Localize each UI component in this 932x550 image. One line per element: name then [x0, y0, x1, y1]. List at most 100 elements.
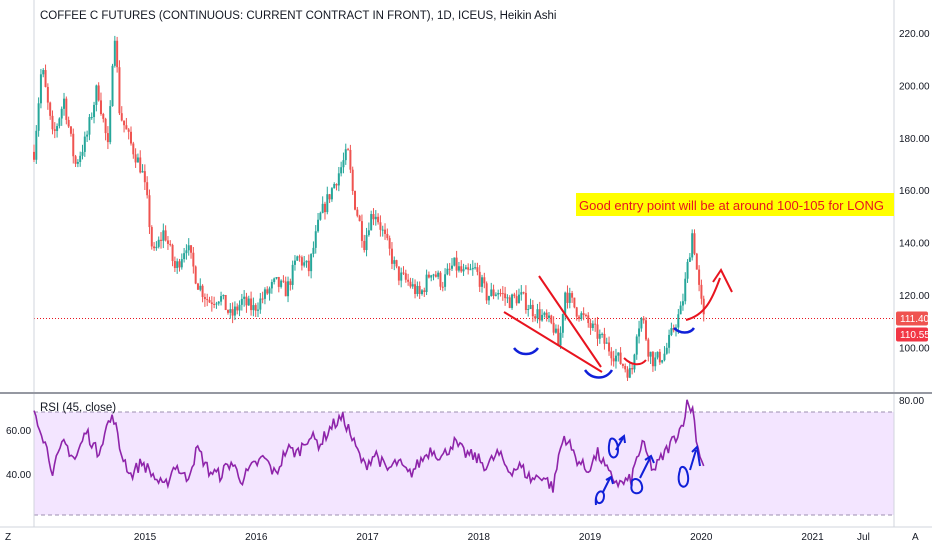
candle — [677, 314, 680, 328]
candle — [367, 230, 370, 236]
candle — [476, 267, 479, 272]
candle — [681, 301, 684, 306]
candle — [298, 256, 301, 258]
candle — [284, 281, 287, 297]
candle — [635, 336, 638, 355]
price-axis-ticks: 220.00 200.00 180.00 160.00 140.00 120.00 100.… — [899, 29, 930, 407]
candle — [49, 102, 52, 116]
candle — [642, 318, 645, 321]
candle — [123, 120, 126, 126]
candle — [395, 260, 398, 267]
svg-text:110.55: 110.55 — [900, 330, 930, 341]
candle — [358, 215, 361, 222]
candle — [74, 156, 77, 164]
candle — [661, 360, 664, 363]
rsi-line — [33, 399, 705, 493]
candle — [344, 149, 347, 161]
candle — [621, 364, 624, 366]
candle — [444, 274, 447, 287]
candle — [252, 305, 255, 311]
candle — [580, 313, 583, 319]
auto-scale-icon[interactable]: A — [912, 532, 919, 543]
candle — [102, 113, 105, 119]
candle — [663, 353, 666, 361]
candle — [171, 245, 174, 262]
blue-arc-2 — [583, 369, 614, 379]
candle — [501, 293, 504, 295]
candle — [513, 294, 516, 297]
candle — [166, 240, 169, 244]
candle — [481, 277, 484, 287]
candle — [229, 309, 232, 313]
candle — [240, 298, 243, 305]
candle — [312, 247, 315, 254]
candle — [129, 131, 132, 144]
candle — [508, 297, 511, 308]
candle — [381, 229, 384, 231]
candle — [157, 239, 160, 247]
candle — [605, 342, 608, 344]
candle — [492, 289, 495, 296]
candle — [356, 209, 359, 216]
candle — [360, 221, 363, 241]
candle — [527, 308, 530, 311]
timezone-icon[interactable]: Z — [5, 532, 11, 543]
rsi-axis-ticks: 60.00 40.00 — [6, 426, 31, 481]
candle — [698, 269, 701, 285]
candle — [162, 230, 165, 241]
candle — [99, 100, 102, 114]
candle — [314, 231, 317, 248]
candle — [515, 296, 518, 304]
candle — [434, 274, 437, 277]
candle — [656, 351, 659, 358]
blue-arc-1 — [513, 347, 539, 356]
candle — [372, 214, 375, 220]
candle — [566, 292, 569, 303]
candle — [63, 98, 66, 109]
candle — [573, 297, 576, 308]
candle — [448, 268, 451, 270]
candle — [60, 108, 63, 119]
time-tick-label: 2019 — [579, 532, 602, 543]
candle — [439, 272, 442, 287]
candle — [702, 298, 705, 315]
candle — [554, 328, 557, 333]
candle — [603, 333, 606, 344]
price-tick-label: 200.00 — [899, 81, 930, 92]
candle — [407, 279, 410, 282]
candle — [93, 104, 96, 118]
candle — [37, 103, 40, 131]
candle — [564, 292, 567, 315]
rsi-tick-label: 40.00 — [6, 470, 31, 481]
candle — [270, 282, 273, 289]
candle — [596, 324, 599, 339]
candle — [695, 253, 698, 270]
candle — [446, 268, 449, 275]
candle — [506, 297, 509, 299]
time-tick-label: 2021 — [801, 532, 824, 543]
candle — [203, 296, 206, 300]
candle — [487, 296, 490, 301]
candle — [196, 283, 199, 290]
candle — [72, 133, 75, 157]
candle — [638, 328, 641, 337]
candle — [95, 85, 98, 105]
candle — [522, 292, 525, 294]
candle — [337, 173, 340, 186]
candle — [139, 157, 142, 173]
candle — [266, 289, 269, 294]
candle — [409, 281, 412, 287]
candle — [104, 118, 107, 134]
candle — [363, 240, 366, 251]
candle — [485, 283, 488, 301]
candle — [575, 307, 578, 317]
candle — [185, 250, 188, 254]
candle — [460, 266, 463, 272]
candle — [427, 274, 430, 278]
price-tick-label: 80.00 — [899, 396, 924, 407]
candle — [215, 303, 218, 305]
candle — [377, 216, 380, 223]
candle — [118, 67, 121, 114]
candle — [684, 278, 687, 302]
last-price-pill: 111.40 — [896, 311, 930, 326]
